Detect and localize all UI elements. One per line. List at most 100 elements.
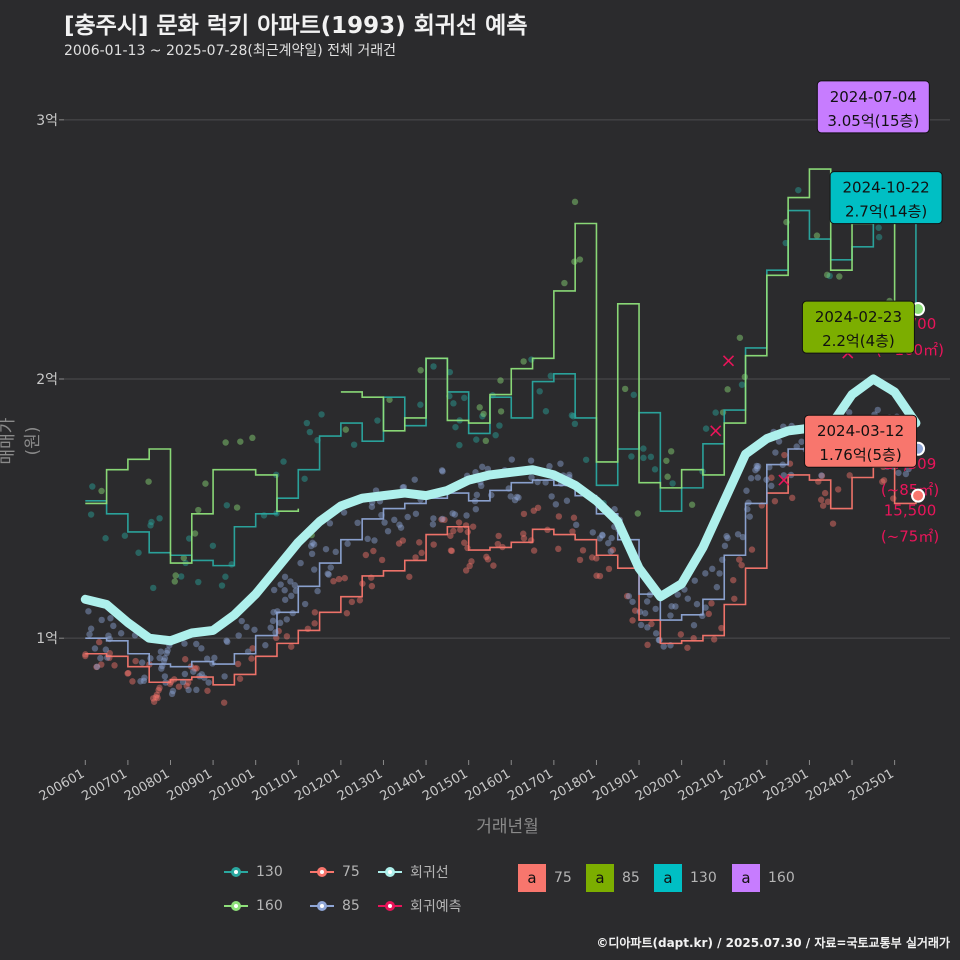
scatter-point-75	[150, 698, 158, 705]
scatter-point-85	[181, 670, 189, 678]
scatter-point-85	[702, 604, 709, 611]
annotation-price: 2.2억(4층)	[822, 332, 895, 350]
scatter-point-160	[476, 404, 483, 411]
scatter-point-85	[429, 521, 437, 528]
scatter-point-85	[283, 616, 290, 623]
scatter-point-85	[205, 679, 212, 686]
legend-key-130	[222, 862, 250, 882]
scatter-point-85	[527, 457, 535, 464]
forecast-area-label: (~85㎡)	[881, 481, 939, 499]
scatter-point-85	[262, 642, 269, 649]
scatter-point-85	[307, 542, 315, 550]
scatter-point-85	[746, 513, 753, 520]
scatter-point-85	[158, 665, 165, 672]
scatter-point-75	[466, 562, 473, 570]
scatter-point-85	[289, 609, 296, 617]
scatter-point-75	[248, 655, 255, 662]
scatter-point-85	[478, 482, 485, 490]
x-tick-label: 202401	[804, 766, 854, 804]
trend-line	[80, 374, 921, 646]
x-axis-label: 거래년월	[476, 817, 539, 837]
scatter-point-85	[381, 519, 388, 526]
scatter-point-85	[472, 505, 480, 513]
scatter-point-85	[161, 655, 169, 662]
scatter-point-75	[395, 540, 403, 547]
scatter-point-130	[374, 417, 381, 424]
scatter-point-85	[87, 625, 95, 632]
scatter-point-160	[497, 408, 505, 415]
scatter-point-85	[91, 645, 99, 652]
series-line-85	[85, 427, 917, 668]
scatter-point-75	[368, 582, 376, 590]
scatter-point-85	[798, 438, 805, 445]
scatter-point-130	[479, 413, 486, 420]
annotation-3: 2024-03-12 1.76억(5층)	[804, 414, 918, 468]
scatter-point-75	[156, 684, 163, 692]
x-tick-label: 202201	[718, 766, 768, 804]
scatter-point-85	[193, 640, 200, 648]
scatter-point-130	[150, 584, 157, 592]
scatter-point-85	[674, 591, 681, 598]
scatter-point-85	[644, 624, 651, 631]
scatter-point-75	[718, 624, 725, 632]
scatter-point-85	[326, 520, 334, 527]
scatter-point-75	[834, 486, 842, 493]
scatter-point-85	[288, 592, 295, 600]
scatter-point-85	[141, 674, 148, 681]
scatter-point-85	[340, 509, 348, 516]
legend-key-75	[308, 862, 336, 882]
annotation-date: 2024-02-23	[815, 308, 902, 326]
scatter-point-85	[439, 515, 446, 523]
scatter-point-75	[494, 540, 502, 548]
forecast-marker-stroke	[722, 355, 735, 367]
scatter-point-75	[593, 572, 600, 579]
annotation-price: 2.7억(14층)	[845, 203, 927, 221]
scatter-point-75	[570, 514, 578, 521]
scatter-point-75	[708, 600, 715, 607]
scatter-point-85	[672, 603, 679, 610]
scatter-point-160	[202, 480, 209, 487]
scatter-point-75	[288, 643, 295, 650]
scatter-point-85	[713, 583, 721, 591]
x-tick-label: 200801	[122, 766, 172, 804]
legend-box-label-75: 75	[554, 870, 572, 886]
scatter-point-85	[251, 626, 258, 633]
scatter-point-160	[195, 506, 202, 514]
scatter-point-160	[98, 487, 105, 495]
scatter-point-85	[716, 570, 723, 577]
scatter-point-85	[507, 493, 514, 500]
scatter-point-130	[121, 532, 129, 539]
scatter-point-85	[198, 645, 205, 652]
scatter-point-130	[178, 573, 185, 580]
scatter-point-130	[571, 420, 579, 428]
scatter-point-75	[406, 573, 413, 580]
scatter-point-85	[479, 463, 486, 471]
scatter-point-85	[772, 449, 779, 456]
scatter-point-130	[306, 428, 314, 436]
scatter-point-75	[283, 633, 291, 640]
scatter-point-85	[690, 622, 698, 629]
annotation-date: 2024-03-12	[817, 422, 904, 440]
scatter-point-75	[588, 554, 596, 561]
scatter-point-75	[677, 631, 685, 638]
scatter-point-75	[111, 662, 118, 669]
scatter-point-160	[576, 256, 584, 263]
scatter-point-160	[836, 273, 843, 280]
scatter-point-75	[605, 565, 613, 573]
annotation-price: 3.05억(15층)	[827, 112, 919, 130]
scatter-point-85	[546, 463, 553, 470]
scatter-point-85	[874, 406, 881, 414]
scatter-point-160	[664, 473, 671, 480]
legend-box-item-75: a 75	[518, 864, 572, 892]
scatter-point-130	[450, 400, 457, 407]
scatter-point-75	[819, 502, 827, 509]
scatter-point-75	[236, 675, 244, 682]
scatter-point-75	[441, 516, 448, 524]
x-tick-label: 201301	[335, 766, 385, 804]
annotation-2: 2024-02-23 2.2억(4층)	[801, 300, 915, 354]
scatter-point-85	[684, 595, 691, 602]
scatter-point-85	[354, 519, 361, 527]
scatter-point-160	[497, 377, 504, 384]
scatter-point-75	[450, 527, 457, 535]
scatter-point-85	[605, 539, 612, 547]
